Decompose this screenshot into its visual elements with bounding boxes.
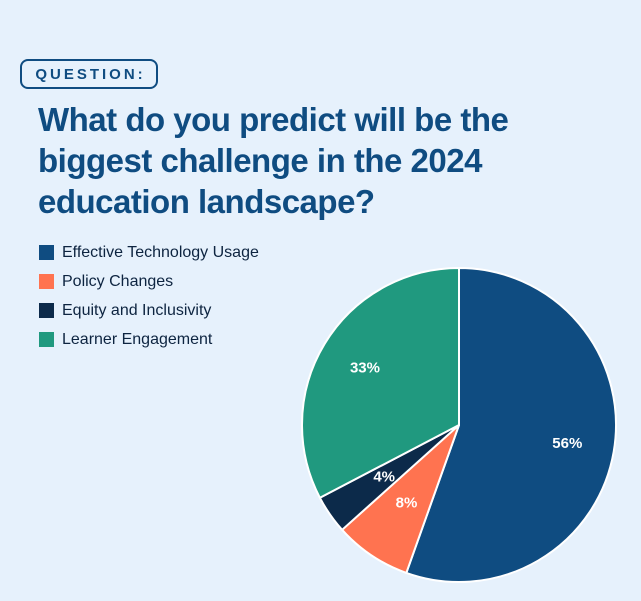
legend-swatch bbox=[39, 303, 54, 318]
legend-item-policy-changes: Policy Changes bbox=[39, 267, 259, 296]
chart-legend: Effective Technology Usage Policy Change… bbox=[39, 238, 259, 354]
page-title: What do you predict will be the biggest … bbox=[38, 101, 509, 220]
legend-item-learner-engagement: Learner Engagement bbox=[39, 325, 259, 354]
pie-slice-label: 8% bbox=[396, 495, 418, 512]
legend-item-effective-technology-usage: Effective Technology Usage bbox=[39, 238, 259, 267]
legend-swatch bbox=[39, 332, 54, 347]
pie-slice-label: 56% bbox=[552, 435, 582, 452]
legend-label: Policy Changes bbox=[62, 272, 174, 290]
legend-label: Effective Technology Usage bbox=[62, 243, 259, 261]
legend-swatch bbox=[39, 245, 54, 260]
legend-item-equity-and-inclusivity: Equity and Inclusivity bbox=[39, 296, 259, 325]
legend-label: Equity and Inclusivity bbox=[62, 301, 212, 319]
pie-slice-learner-engagement bbox=[301, 267, 460, 499]
legend-swatch bbox=[39, 274, 54, 289]
pie-slice-label: 33% bbox=[350, 360, 380, 377]
legend-label: Learner Engagement bbox=[62, 330, 213, 348]
pie-slice-label: 4% bbox=[373, 468, 395, 485]
pie-slice-effective-technology-usage bbox=[405, 267, 617, 583]
question-badge: QUESTION: bbox=[20, 59, 158, 89]
